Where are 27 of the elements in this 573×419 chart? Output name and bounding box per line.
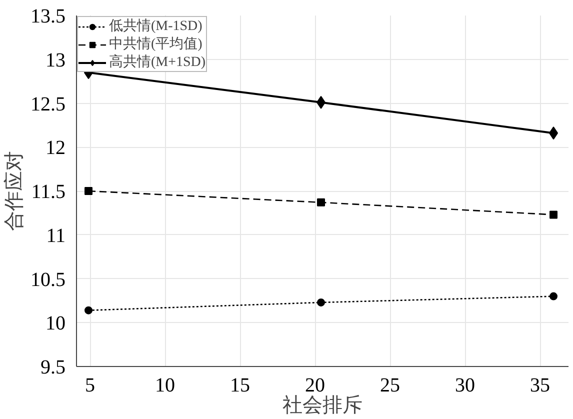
x-tick-label: 10 bbox=[155, 374, 175, 396]
x-tick-label: 15 bbox=[230, 374, 250, 396]
y-axis-title: 合作应对 bbox=[4, 151, 26, 231]
x-tick-label: 5 bbox=[85, 374, 95, 396]
x-axis-title: 社会排斥 bbox=[282, 394, 362, 416]
point bbox=[317, 198, 325, 206]
legend-label: 中共情(平均值) bbox=[109, 36, 202, 53]
x-tick-label: 35 bbox=[530, 374, 550, 396]
y-tick-label: 10.5 bbox=[30, 268, 66, 291]
x-tick-label: 25 bbox=[380, 374, 400, 396]
y-tick-label: 9.5 bbox=[40, 356, 66, 378]
y-tick-label: 10 bbox=[46, 312, 66, 335]
y-tick-label: 12 bbox=[46, 137, 66, 160]
y-tick-label: 11.5 bbox=[31, 181, 66, 203]
x-tick-label: 30 bbox=[455, 374, 475, 396]
x-tick-label: 20 bbox=[305, 374, 325, 396]
y-tick-label: 12.5 bbox=[30, 93, 66, 116]
point bbox=[84, 187, 92, 195]
point bbox=[550, 292, 558, 300]
legend-label: 低共情(M-1SD) bbox=[109, 18, 202, 35]
y-tick-label: 11 bbox=[46, 224, 66, 247]
point bbox=[84, 306, 92, 314]
legend-label: 高共情(M+1SD) bbox=[109, 53, 206, 71]
y-tick-label: 13.5 bbox=[30, 6, 66, 28]
point bbox=[550, 210, 558, 219]
y-tick-label: 13 bbox=[46, 49, 66, 72]
point bbox=[317, 298, 325, 306]
